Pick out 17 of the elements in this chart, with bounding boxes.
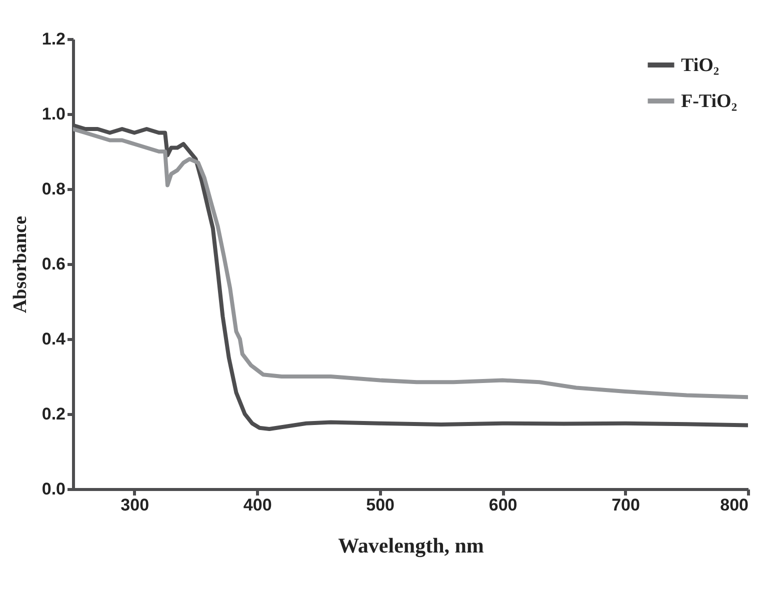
x-tick-label: 500 <box>366 496 395 514</box>
x-tick-label: 600 <box>488 496 518 514</box>
legend-label: TiO₂ <box>681 55 720 76</box>
y-tick-label: 1.0 <box>42 104 66 124</box>
y-tick-label: 0.0 <box>42 480 66 498</box>
x-tick-label: 800 <box>720 496 748 514</box>
y-tick-label: 0.8 <box>42 180 66 198</box>
x-axis-title: Wavelength, nm <box>338 534 484 558</box>
y-tick-label: 0.6 <box>42 254 66 274</box>
x-tick-label: 700 <box>612 496 640 514</box>
y-tick-label: 0.2 <box>42 404 66 424</box>
y-tick-label: 1.2 <box>42 30 66 48</box>
y-tick-label: 0.4 <box>42 330 66 348</box>
y-axis-title: Absorbance <box>10 216 31 314</box>
x-tick-label: 400 <box>243 496 272 514</box>
x-tick-label: 300 <box>120 496 150 514</box>
legend-label: F-TiO₂ <box>681 91 738 112</box>
